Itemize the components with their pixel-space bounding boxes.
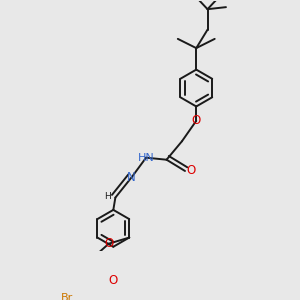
Text: O: O: [186, 164, 196, 178]
Text: H: H: [104, 192, 111, 201]
Text: O: O: [192, 114, 201, 127]
Text: O: O: [108, 274, 117, 287]
Text: HN: HN: [138, 153, 154, 163]
Text: O: O: [104, 237, 113, 250]
Text: N: N: [128, 171, 136, 184]
Text: Br: Br: [61, 293, 73, 300]
